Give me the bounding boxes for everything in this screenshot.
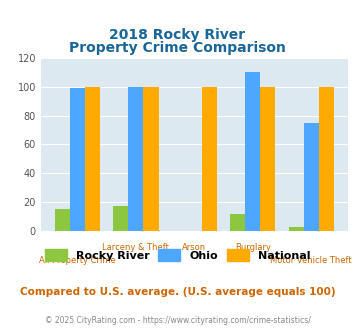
Bar xyxy=(202,86,217,231)
Bar xyxy=(245,72,260,231)
Text: Arson: Arson xyxy=(182,244,206,252)
Bar xyxy=(260,86,275,231)
Bar xyxy=(70,88,85,231)
Bar xyxy=(230,214,245,231)
Text: All Property Crime: All Property Crime xyxy=(39,256,116,265)
Legend: Rocky River, Ohio, National: Rocky River, Ohio, National xyxy=(40,245,315,265)
Text: Compared to U.S. average. (U.S. average equals 100): Compared to U.S. average. (U.S. average … xyxy=(20,287,335,297)
Bar xyxy=(143,86,159,231)
Bar xyxy=(113,207,129,231)
Bar xyxy=(289,227,304,231)
Bar xyxy=(319,86,334,231)
Text: Larceny & Theft: Larceny & Theft xyxy=(103,244,169,252)
Text: 2018 Rocky River: 2018 Rocky River xyxy=(109,28,246,42)
Bar xyxy=(129,86,143,231)
Text: Burglary: Burglary xyxy=(235,244,271,252)
Text: © 2025 CityRating.com - https://www.cityrating.com/crime-statistics/: © 2025 CityRating.com - https://www.city… xyxy=(45,315,310,325)
Bar xyxy=(304,123,319,231)
Bar xyxy=(55,209,70,231)
Text: Property Crime Comparison: Property Crime Comparison xyxy=(69,41,286,55)
Bar xyxy=(85,86,100,231)
Text: Motor Vehicle Theft: Motor Vehicle Theft xyxy=(271,256,352,265)
